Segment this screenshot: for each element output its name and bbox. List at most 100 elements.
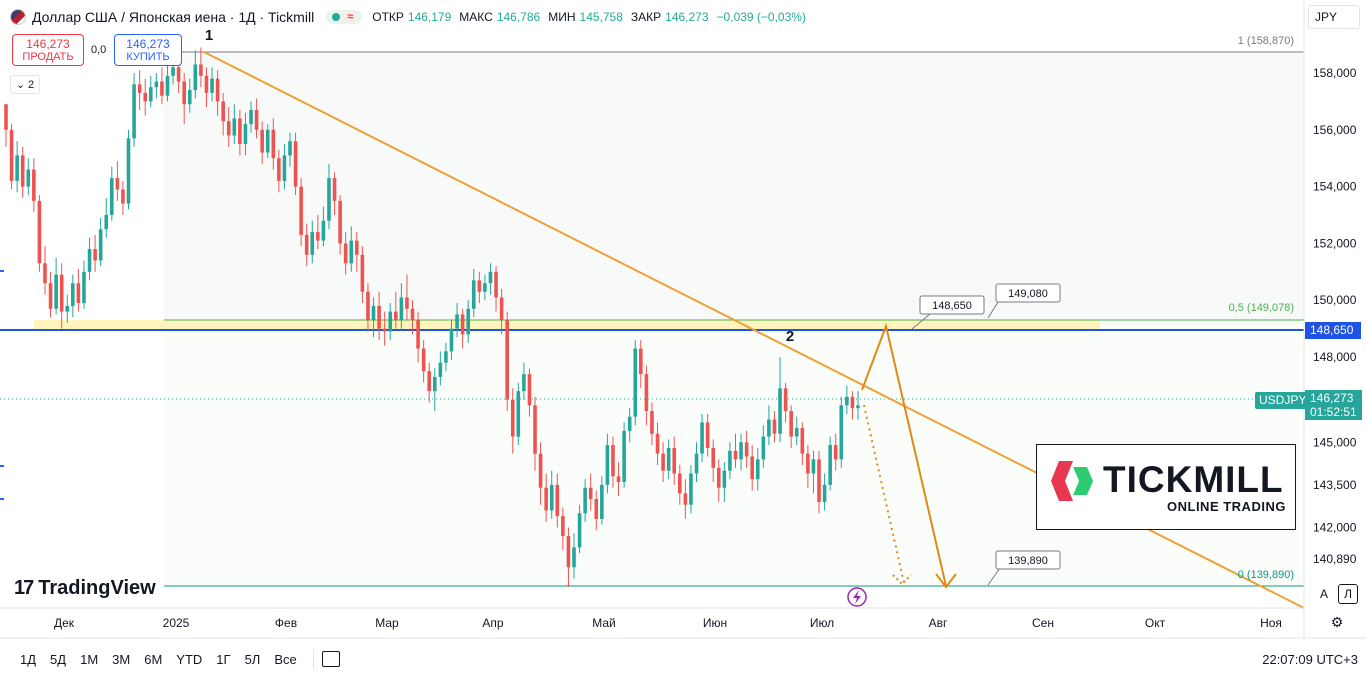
- candle-body: [516, 391, 521, 437]
- tradingview-logo[interactable]: 17 TradingView: [14, 576, 156, 600]
- candle-body: [522, 374, 526, 392]
- candle-body: [460, 314, 465, 335]
- timeframe-all[interactable]: Все: [274, 651, 297, 667]
- candle-body: [444, 351, 448, 363]
- candle-body: [555, 484, 560, 517]
- candle-body: [394, 311, 398, 321]
- candle-body: [160, 81, 164, 96]
- candle-body: [761, 436, 766, 460]
- ohlc-close-value: 146,273: [665, 10, 709, 24]
- market-status[interactable]: ≈: [326, 10, 363, 24]
- candle-body: [265, 129, 270, 153]
- candle-body: [132, 84, 136, 139]
- candle-body: [700, 422, 704, 454]
- candle-body: [850, 396, 855, 409]
- candle-body: [65, 305, 70, 312]
- symbol-title[interactable]: Доллар США / Японская иена · 1Д · Tickmi…: [32, 9, 315, 25]
- timeframe-6m[interactable]: 6М: [144, 651, 163, 667]
- candle-body: [4, 104, 8, 130]
- symbol-badge: USDJPY: [1255, 392, 1311, 409]
- x-tick-label: Окт: [1145, 616, 1166, 630]
- fib-label-0: 0 (139,890): [1238, 569, 1294, 581]
- candle-body: [499, 297, 504, 321]
- candle-body: [215, 78, 220, 102]
- candle-body: [633, 348, 638, 417]
- lightning-icon[interactable]: [847, 587, 867, 607]
- candle-body: [494, 271, 498, 298]
- candle-body: [20, 155, 25, 187]
- y-tick-label: 152,000: [1313, 236, 1357, 250]
- timeframe-1m[interactable]: 1М: [80, 651, 99, 667]
- timeframe-5d[interactable]: 5Д: [50, 651, 67, 667]
- ohlc-high-label: МАКС: [459, 10, 493, 24]
- candle-body: [104, 215, 109, 230]
- candle-body: [377, 305, 381, 329]
- candle-body: [382, 328, 387, 332]
- timeframe-1y[interactable]: 1Г: [216, 651, 231, 667]
- candle-body: [572, 547, 576, 568]
- candle-body: [611, 445, 615, 477]
- candle-body: [232, 118, 237, 136]
- candle-body: [772, 419, 777, 434]
- candle-body: [627, 416, 632, 431]
- sell-button[interactable]: 146,273 ПРОДАТЬ: [12, 34, 84, 66]
- candle-body: [193, 64, 198, 91]
- callout-139890-text: 139,890: [1008, 555, 1048, 567]
- candle-body: [733, 450, 738, 460]
- sell-price: 146,273: [26, 37, 70, 51]
- candle-body: [26, 169, 31, 187]
- candle-body: [304, 234, 309, 255]
- y-tick-label: 150,000: [1313, 293, 1357, 307]
- ohlc-high-value: 146,786: [496, 10, 541, 24]
- x-tick-label: Мар: [375, 616, 399, 630]
- candle-body: [778, 388, 782, 434]
- candle-body: [845, 396, 849, 406]
- candle-body: [416, 320, 420, 349]
- date-range-icon[interactable]: [321, 651, 340, 667]
- market-open-icon: [332, 13, 341, 21]
- candle-body: [249, 109, 253, 125]
- currency-selector[interactable]: JPY: [1308, 5, 1360, 29]
- clock[interactable]: 22:07:09 UTC+3: [1262, 651, 1358, 667]
- timeframe-3m[interactable]: 3М: [112, 651, 131, 667]
- x-tick-label: Ноя: [1260, 616, 1282, 630]
- candle-body: [371, 305, 376, 321]
- candle-body: [644, 374, 649, 412]
- candle-body: [343, 243, 348, 264]
- gear-icon[interactable]: ⚙: [1330, 614, 1344, 630]
- candle-body: [694, 453, 699, 474]
- candle-body: [226, 121, 231, 136]
- buy-button[interactable]: 146,273 КУПИТЬ: [114, 34, 182, 66]
- currency-label: JPY: [1315, 10, 1338, 24]
- candle-body: [783, 388, 788, 412]
- candle-body: [817, 459, 821, 502]
- candle-body: [427, 371, 432, 392]
- candle-body: [115, 178, 120, 190]
- auto-scale-button[interactable]: A: [1319, 587, 1328, 601]
- y-tick-label: 148,000: [1313, 350, 1357, 364]
- candle-body: [288, 141, 292, 156]
- candle-body: [594, 499, 599, 519]
- candle-body: [655, 433, 660, 454]
- x-tick-label: Июл: [810, 616, 834, 630]
- candle-body: [171, 67, 175, 76]
- chevron-down-icon: ⌄: [15, 79, 26, 91]
- indicators-toggle-button[interactable]: ⌄ 2: [10, 75, 40, 94]
- candle-body: [293, 141, 298, 187]
- projection-dotted: [863, 404, 905, 584]
- y-tick-label: 143,500: [1313, 478, 1357, 492]
- timeframe-ytd[interactable]: YTD: [176, 651, 203, 667]
- ohlc-change: −0,039 (−0,03%): [716, 10, 806, 24]
- timeframe-1d[interactable]: 1Д: [20, 651, 37, 667]
- fib-label-1: 1 (158,870): [1238, 35, 1294, 47]
- x-tick-label: Апр: [482, 616, 504, 630]
- log-scale-button[interactable]: Л: [1338, 584, 1358, 604]
- candle-body: [349, 240, 354, 264]
- candle-body: [221, 101, 225, 122]
- candle-body: [271, 129, 276, 159]
- candle-body: [678, 473, 682, 494]
- candle-body: [477, 280, 482, 292]
- candle-body: [828, 445, 832, 485]
- timeframe-5y[interactable]: 5Л: [244, 651, 261, 667]
